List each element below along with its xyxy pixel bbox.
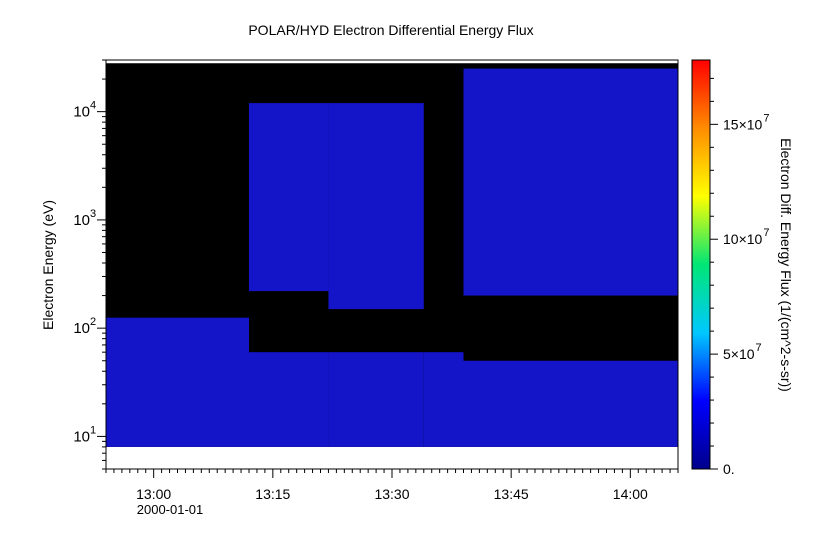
flux-region: [328, 352, 424, 447]
y-tick-label: 10: [73, 104, 90, 121]
plot-area: [105, 59, 679, 470]
flux-region: [249, 103, 329, 292]
y-tick-label: 10: [73, 320, 90, 337]
colorbar-tick-exponent: 7: [756, 342, 762, 354]
colorbar-tick-label: 15×10: [723, 116, 763, 132]
x-axis-date-label: 2000-01-01: [137, 502, 204, 517]
flux-region: [249, 352, 329, 447]
chart-title: POLAR/HYD Electron Differential Energy F…: [248, 22, 533, 38]
colorbar-tick-label: 5×10: [723, 346, 755, 362]
y-tick-label: 10: [73, 428, 90, 445]
x-tick-label: 13:30: [374, 486, 409, 502]
y-tick-exponent: 2: [90, 316, 96, 328]
y-tick-exponent: 4: [90, 100, 96, 112]
x-tick-label: 14:00: [613, 486, 648, 502]
y-tick-exponent: 3: [90, 208, 96, 220]
y-axis-label: Electron Energy (eV): [40, 200, 56, 330]
colorbar-tick-exponent: 7: [763, 227, 769, 239]
colorbar-label: Electron Diff. Energy Flux (1/(cm^2-s-sr…: [778, 138, 794, 392]
colorbar-tick-exponent: 7: [763, 112, 769, 124]
x-tick-label: 13:00: [136, 486, 171, 502]
y-tick-label: 10: [73, 212, 90, 229]
x-tick-label: 13:15: [255, 486, 290, 502]
flux-region: [328, 103, 424, 310]
flux-region: [423, 352, 464, 447]
flux-region: [463, 68, 678, 296]
colorbar-tick-label: 10×10: [723, 231, 763, 247]
colorbar-axis: 0.5×10 710×10 715×10 7: [710, 77, 769, 477]
flux-region: [463, 360, 678, 447]
colorbar: [691, 59, 711, 470]
colorbar-tick-label: 0.: [723, 461, 735, 477]
y-tick-exponent: 1: [90, 424, 96, 436]
x-tick-label: 13:45: [494, 486, 529, 502]
flux-region: [106, 317, 249, 447]
x-axis: 13:00 13:15 13:30 13:45 14:00: [105, 469, 679, 502]
